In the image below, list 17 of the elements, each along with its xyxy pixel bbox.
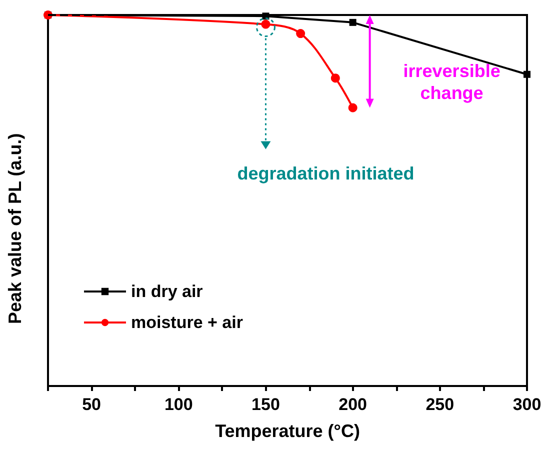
point — [524, 70, 530, 78]
x-tick-label: 200 — [338, 395, 368, 414]
legend-label: in dry air — [131, 282, 204, 301]
x-tick-label: 100 — [164, 395, 193, 414]
y-axis-title: Peak value of PL (a.u.) — [5, 133, 25, 324]
annotation: irreversible change — [403, 61, 500, 103]
x-tick-label: 150 — [252, 395, 280, 414]
point — [348, 103, 358, 112]
x-axis-title: Temperature (°C) — [215, 421, 360, 441]
legend-label: moisture + air — [131, 313, 244, 332]
x-tick-label: 250 — [426, 395, 454, 414]
point — [330, 74, 340, 83]
point — [296, 29, 306, 38]
annotation: degradation initiated — [237, 163, 414, 184]
point — [349, 18, 356, 26]
x-tick-label: 300 — [512, 395, 542, 414]
x-tick-label: 50 — [82, 395, 102, 414]
